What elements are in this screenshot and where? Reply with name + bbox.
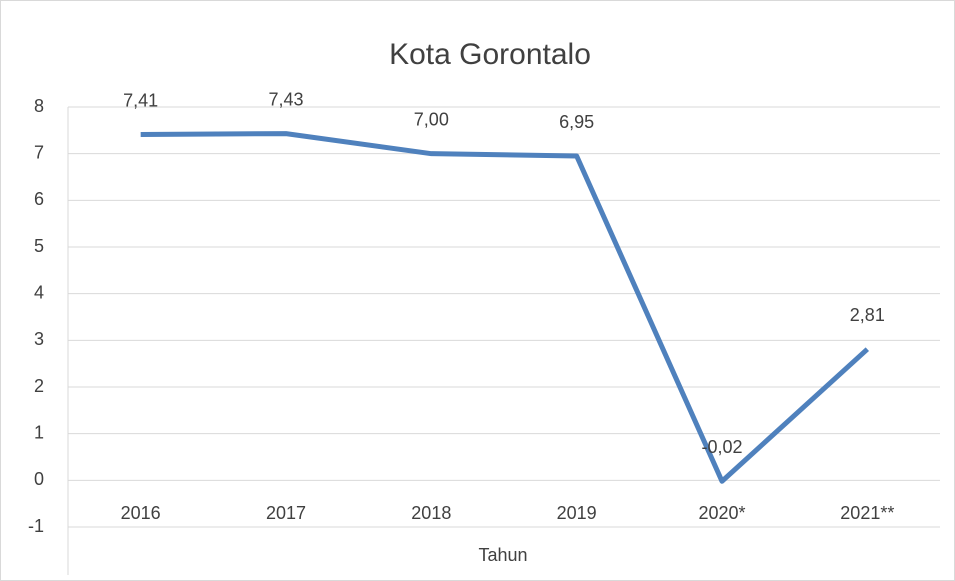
y-tick-label: 5 <box>34 236 44 256</box>
line-series <box>140 131 870 484</box>
x-tick-label: 2016 <box>121 503 161 523</box>
y-tick-label: 2 <box>34 376 44 396</box>
data-label: -0,02 <box>701 437 742 457</box>
x-tick-label: 2018 <box>411 503 451 523</box>
data-label: 7,43 <box>268 89 303 109</box>
y-tick-label: 3 <box>34 329 44 349</box>
x-tick-label: 2017 <box>266 503 306 523</box>
data-label: 7,00 <box>414 109 449 129</box>
y-tick-label: -1 <box>28 516 44 536</box>
chart-title: Kota Gorontalo <box>389 38 591 71</box>
y-tick-label: 7 <box>34 142 44 162</box>
y-tick-label: 4 <box>34 282 44 302</box>
y-tick-label: 8 <box>34 96 44 116</box>
y-tick-label: 6 <box>34 189 44 209</box>
x-tick-label: 2020* <box>698 503 745 523</box>
x-tick-label: 2021** <box>840 503 894 523</box>
data-label: 6,95 <box>559 112 594 132</box>
y-tick-label: 0 <box>34 469 44 489</box>
x-axis-label: Tahun <box>478 545 527 565</box>
data-label: 7,41 <box>123 90 158 110</box>
data-label: 2,81 <box>850 305 885 325</box>
y-tick-label: 1 <box>34 422 44 442</box>
x-tick-label: 2019 <box>557 503 597 523</box>
